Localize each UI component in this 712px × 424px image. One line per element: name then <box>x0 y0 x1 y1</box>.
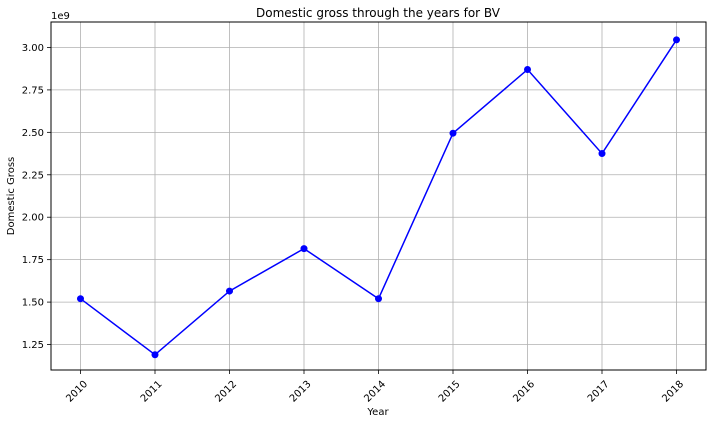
data-point <box>77 295 84 303</box>
y-tick-label: 2.50 <box>22 128 44 139</box>
chart-title: Domestic gross through the years for BV <box>256 6 501 20</box>
y-tick-label: 2.25 <box>22 170 44 181</box>
grid-lines <box>51 22 706 370</box>
y-tick-label: 1.25 <box>22 340 44 351</box>
y-tick-label: 3.00 <box>22 43 44 54</box>
data-point <box>449 129 457 137</box>
data-point <box>524 66 531 74</box>
x-tick-label: 2018 <box>660 379 686 405</box>
x-tick-label: 2016 <box>511 379 537 405</box>
x-tick-label: 2014 <box>362 379 388 405</box>
series-layer <box>77 36 680 359</box>
x-tick-label: 2013 <box>288 379 314 405</box>
y-tick-label: 1.50 <box>22 298 44 309</box>
y-scale-label: 1e9 <box>51 11 70 22</box>
x-tick-label: 2011 <box>139 379 165 405</box>
x-axis-label: Year <box>366 407 389 418</box>
data-point <box>673 36 680 44</box>
y-tick-label: 2.75 <box>22 85 44 96</box>
x-tick-label: 2010 <box>64 379 90 405</box>
x-tick-label: 2017 <box>586 379 612 405</box>
data-point <box>226 287 233 295</box>
y-axis-label: Domestic Gross <box>6 157 17 235</box>
data-point <box>300 245 308 253</box>
y-tick-label: 2.00 <box>22 213 44 224</box>
x-tick-label: 2015 <box>437 379 463 405</box>
axis-ticks: 2010 2011 2012 2013 2014 2015 2016 2017 2018 1.25… <box>22 43 686 405</box>
x-tick-label: 2012 <box>213 379 239 405</box>
data-point <box>151 351 159 359</box>
data-point <box>598 150 606 158</box>
data-point <box>375 295 382 303</box>
y-tick-label: 1.75 <box>22 255 44 266</box>
